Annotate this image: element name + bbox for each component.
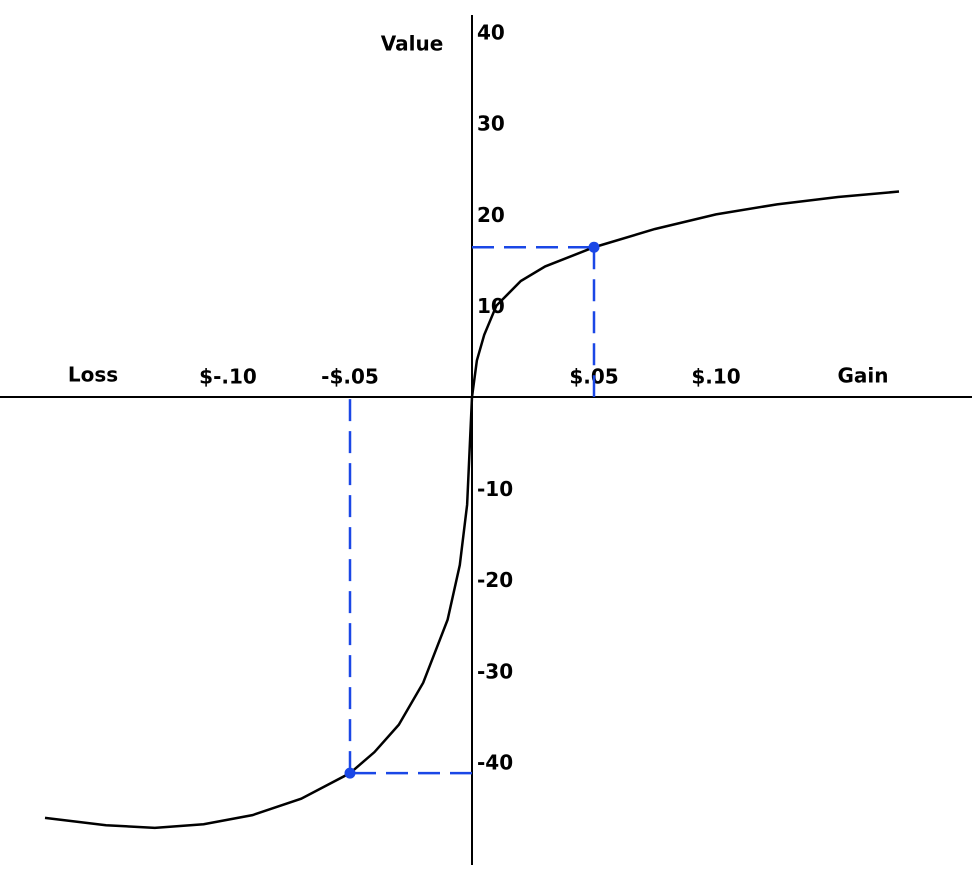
x-axis-label-right: Gain bbox=[837, 364, 888, 388]
y-axis-label: Value bbox=[381, 32, 444, 56]
highlight-point bbox=[588, 241, 600, 253]
y-tick-label: 10 bbox=[477, 294, 505, 318]
y-tick-label: 40 bbox=[477, 20, 505, 44]
x-axis-label-left: Loss bbox=[68, 363, 118, 387]
y-tick-label: -20 bbox=[477, 568, 513, 592]
y-tick-label: -10 bbox=[477, 477, 513, 501]
x-tick-label: -$.05 bbox=[321, 365, 379, 389]
y-tick-label: 30 bbox=[477, 112, 505, 136]
value-curve bbox=[44, 190, 900, 830]
y-tick-label: -30 bbox=[477, 659, 513, 683]
highlight-point bbox=[344, 767, 356, 779]
x-tick-label: $.10 bbox=[691, 365, 740, 389]
x-tick-label: $-.10 bbox=[199, 365, 257, 389]
y-tick-label: 20 bbox=[477, 203, 505, 227]
y-tick-label: -40 bbox=[477, 751, 513, 775]
